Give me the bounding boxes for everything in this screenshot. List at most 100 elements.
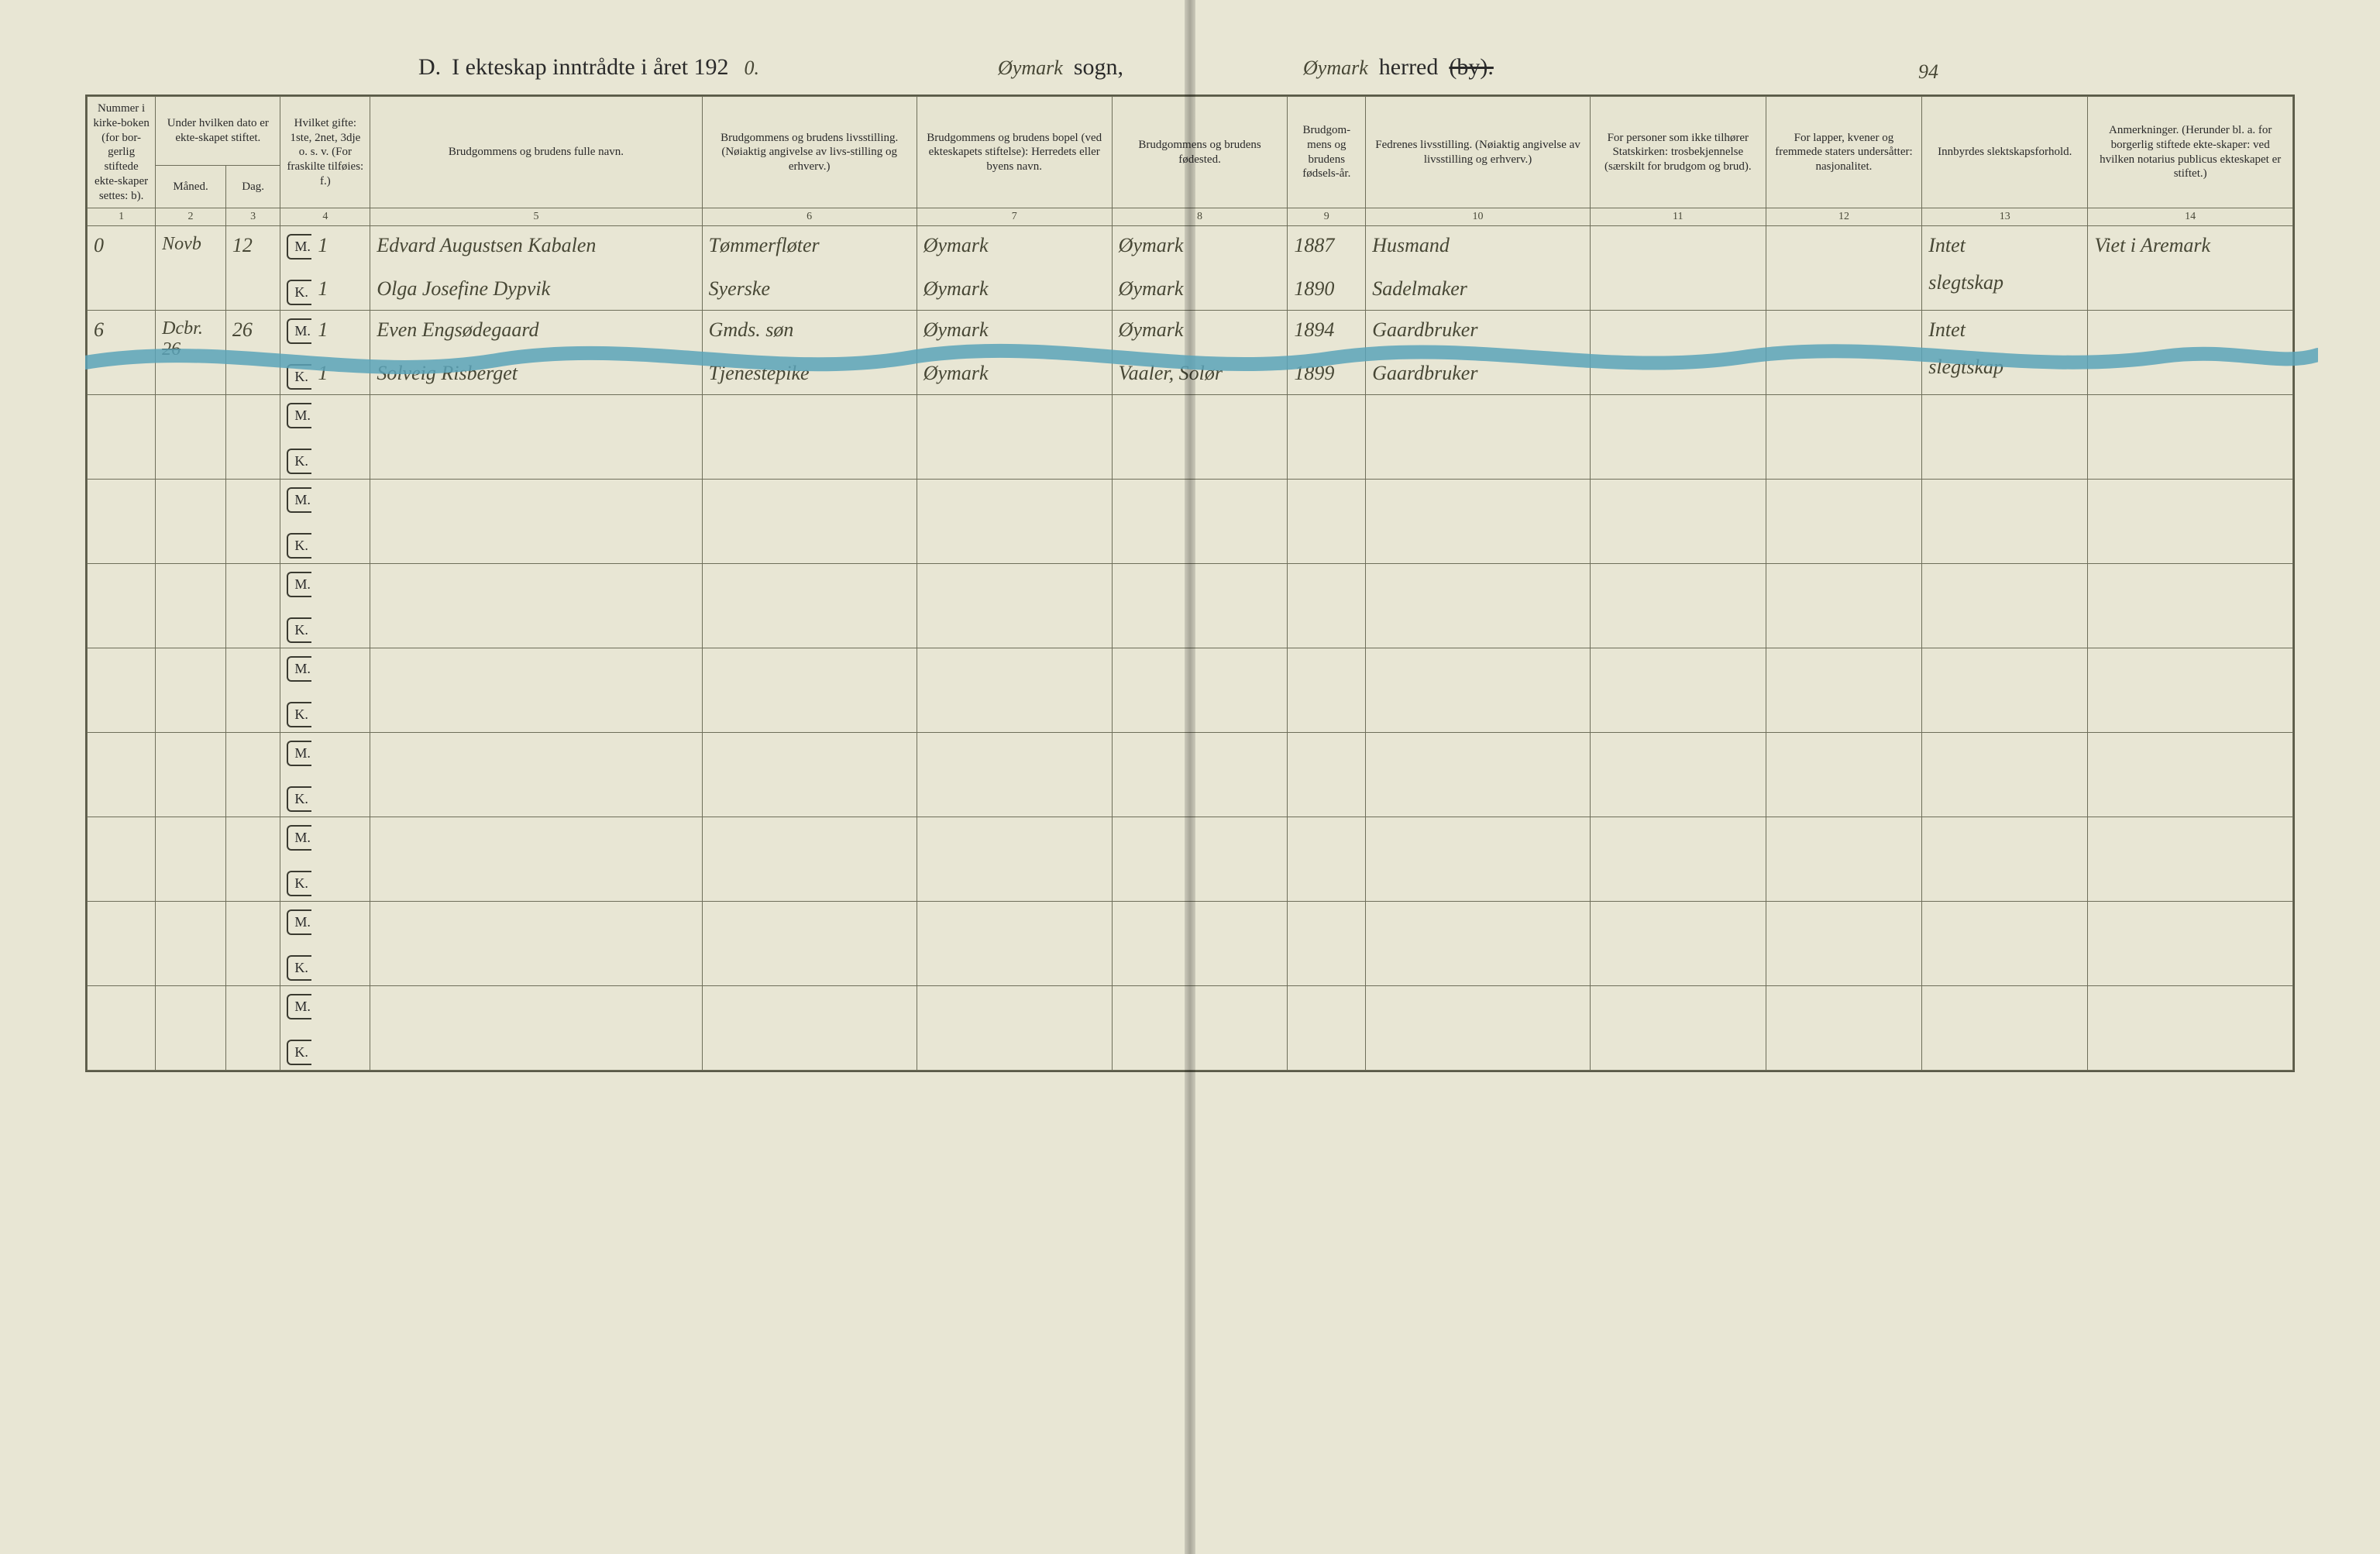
col-header-11: For personer som ikke tilhører Statskirk… (1590, 97, 1766, 208)
col-header-4: Hvilket gifte: 1ste, 2net, 3dje o. s. v.… (280, 97, 370, 208)
cell-value-m: Tømmerfløter (709, 234, 910, 257)
cell-value-m: Gaardbruker (1372, 318, 1584, 342)
colnum: 6 (702, 208, 917, 226)
entry-remark (2088, 311, 2292, 363)
cell-value-k: slegtskap (1928, 356, 2081, 379)
colnum: 7 (917, 208, 1112, 226)
col-header-2: Måned. (156, 165, 226, 208)
cell-value-k: Sadelmaker (1372, 277, 1584, 301)
mk-k: K. (294, 791, 311, 807)
cell-value-k: 1 (318, 277, 363, 301)
cell-value-k: Øymark (1119, 277, 1281, 301)
cell-value-k: Solveig Risberget (377, 362, 695, 385)
sogn-value: Øymark (998, 57, 1063, 80)
entry-day: 26 (226, 311, 280, 363)
colnum: 9 (1288, 208, 1366, 226)
entry-remark: Viet i Aremark (2088, 226, 2292, 279)
title-text: I ekteskap inntrådte i året 192 (452, 54, 728, 81)
cell-value-m: Øymark (1119, 318, 1281, 342)
cell-value-m: Øymark (1119, 234, 1281, 257)
cell-value-k: Gaardbruker (1372, 362, 1584, 385)
title-year-suffix: 0. (745, 57, 760, 80)
mk-m: M. (294, 239, 311, 255)
mk-k: K. (294, 538, 311, 554)
col-header-12: For lapper, kvener og fremmede staters u… (1766, 97, 1922, 208)
herred-value: Øymark (1303, 57, 1368, 80)
cell-value-k: Øymark (923, 277, 1106, 301)
col-header-7: Brudgommens og brudens bopel (ved ektesk… (917, 97, 1112, 208)
col-header-5: Brudgommens og brudens fulle navn. (370, 97, 702, 208)
mk-k: K. (294, 875, 311, 892)
mk-m: M. (294, 745, 311, 762)
mk-k: K. (294, 453, 311, 469)
col-header-14: Anmerkninger. (Herunder bl. a. for borge… (2088, 97, 2293, 208)
page-number: 94 (1918, 60, 1938, 84)
herred-label: herred (1379, 54, 1439, 81)
mk-m: M. (294, 914, 311, 930)
cell-value-m: 1887 (1294, 234, 1359, 257)
cell-value-k: Vaaler, Solør (1119, 362, 1281, 385)
col-header-2-3-top: Under hvilken dato er ekte-skapet stifte… (156, 97, 280, 166)
cell-value-m: Intet (1928, 318, 2081, 342)
section-letter: D. (418, 54, 441, 81)
mk-m: M. (294, 323, 311, 339)
cell-value-m: Husmand (1372, 234, 1584, 257)
entry-number: 6 (88, 311, 155, 363)
cell-value-k: slegtskap (1928, 271, 2081, 294)
colnum: 4 (280, 208, 370, 226)
cell-value-m: 1 (318, 318, 363, 342)
cell-value-m: Øymark (923, 318, 1106, 342)
cell-value-m: Even Engsødegaard (377, 318, 695, 342)
cell-value-k: 1 (318, 362, 363, 385)
col-header-9: Brudgom-mens og brudens fødsels-år. (1288, 97, 1366, 208)
mk-m: M. (294, 999, 311, 1015)
col-header-3: Dag. (225, 165, 280, 208)
register-page: 94 D. I ekteskap inntrådte i året 1920. … (0, 0, 2380, 1554)
cell-value-k: Syerske (709, 277, 910, 301)
mk-m: M. (294, 492, 311, 508)
mk-k: K. (294, 622, 311, 638)
mk-m: M. (294, 407, 311, 424)
cell-value-m: Gmds. søn (709, 318, 910, 342)
cell-value-k: Øymark (923, 362, 1106, 385)
entry-row: 0Novb12 M. K. 1 1 Edvard Augustsen Kabalen Olg… (88, 225, 2293, 310)
entry-month: Dcbr.26 (156, 311, 225, 363)
colnum: 5 (370, 208, 702, 226)
cell-value-m: 1894 (1294, 318, 1359, 342)
entry-month: Novb (156, 226, 225, 279)
cell-value-k: Tjenestepike (709, 362, 910, 385)
colnum: 11 (1590, 208, 1766, 226)
col-header-8: Brudgommens og brudens fødested. (1112, 97, 1288, 208)
mk-k: K. (294, 369, 311, 385)
cell-value-m: Øymark (923, 234, 1106, 257)
col-header-10: Fedrenes livsstilling. (Nøiaktig angivel… (1366, 97, 1591, 208)
colnum: 12 (1766, 208, 1922, 226)
mk-k: K. (294, 1044, 311, 1061)
cell-value-k: Olga Josefine Dypvik (377, 277, 695, 301)
colnum: 3 (225, 208, 280, 226)
colnum: 10 (1366, 208, 1591, 226)
colnum: 14 (2088, 208, 2293, 226)
mk-k: K. (294, 284, 311, 301)
col-header-13: Innbyrdes slektskapsforhold. (1922, 97, 2088, 208)
entry-number: 0 (88, 226, 155, 279)
herred-struck: (by). (1449, 54, 1493, 81)
col-header-1: Nummer i kirke-boken (for bor-gerlig sti… (88, 97, 156, 208)
cell-value-m: Intet (1928, 234, 2081, 257)
entry-day: 12 (226, 226, 280, 279)
cell-value-k: 1899 (1294, 362, 1359, 385)
cell-value-m: 1 (318, 234, 363, 257)
col-header-6: Brudgommens og brudens livsstilling. (Nø… (702, 97, 917, 208)
colnum: 13 (1922, 208, 2088, 226)
colnum: 8 (1112, 208, 1288, 226)
mk-m: M. (294, 830, 311, 846)
mk-k: K. (294, 707, 311, 723)
colnum: 1 (88, 208, 156, 226)
mk-m: M. (294, 576, 311, 593)
sogn-label: sogn, (1074, 54, 1123, 81)
mk-k: K. (294, 960, 311, 976)
colnum: 2 (156, 208, 226, 226)
cell-value-k: 1890 (1294, 277, 1359, 301)
cell-value-m: Edvard Augustsen Kabalen (377, 234, 695, 257)
mk-m: M. (294, 661, 311, 677)
